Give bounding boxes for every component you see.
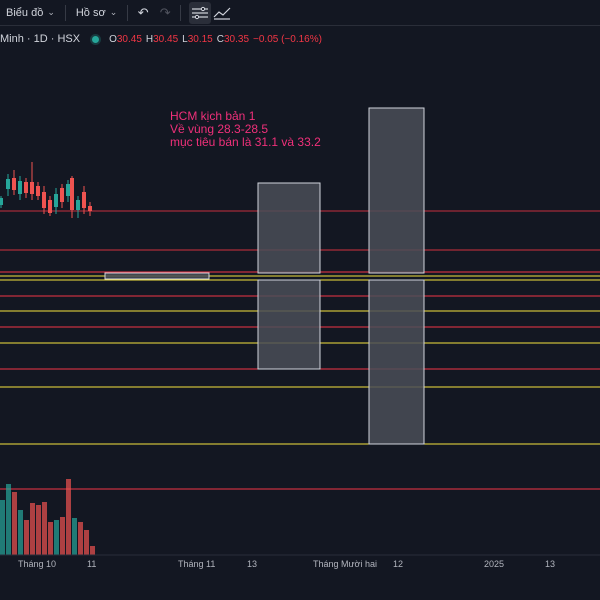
projection-box[interactable] bbox=[257, 182, 321, 274]
projection-box[interactable] bbox=[257, 279, 321, 370]
time-axis-label: Tháng 10 bbox=[18, 559, 57, 569]
projection-box[interactable] bbox=[104, 272, 210, 280]
profile-menu[interactable]: Hồ sơ ⌄ bbox=[70, 2, 123, 24]
open-label: O bbox=[109, 33, 117, 45]
chart-type-menu-label: Biểu đồ bbox=[6, 6, 44, 19]
low-label: L bbox=[182, 33, 188, 45]
undo-icon[interactable]: ↶ bbox=[137, 4, 149, 20]
close-label: C bbox=[216, 33, 224, 45]
volume-bar[interactable] bbox=[72, 518, 77, 555]
volume-bar[interactable] bbox=[12, 492, 17, 555]
volume-series bbox=[0, 479, 95, 555]
candle-body[interactable] bbox=[30, 182, 34, 194]
annotation-line-2: Về vùng 28.3-28.5 bbox=[170, 122, 269, 136]
volume-bar[interactable] bbox=[36, 505, 41, 555]
redo-icon[interactable]: ↷ bbox=[159, 4, 171, 20]
open-value: 30.45 bbox=[116, 33, 142, 45]
horizontal-levels bbox=[0, 210, 600, 490]
volume-bar[interactable] bbox=[42, 502, 47, 555]
volume-bar[interactable] bbox=[48, 522, 53, 555]
candle-body[interactable] bbox=[24, 182, 28, 193]
top-toolbar: Biểu đồ ⌄ Hồ sơ ⌄ ↶ ↷ bbox=[0, 0, 600, 26]
candle-body[interactable] bbox=[48, 200, 52, 213]
candle-body[interactable] bbox=[54, 194, 58, 207]
time-axis-label: 2025 bbox=[484, 559, 505, 569]
projection-box[interactable] bbox=[368, 107, 425, 274]
time-axis-label: Tháng Mười hai bbox=[313, 559, 377, 569]
volume-bar[interactable] bbox=[90, 546, 95, 555]
time-axis-label: 13 bbox=[545, 559, 556, 569]
candle-body[interactable] bbox=[6, 179, 10, 189]
volume-bar[interactable] bbox=[60, 517, 65, 555]
trend-line-icon[interactable] bbox=[211, 2, 233, 24]
profile-menu-label: Hồ sơ bbox=[75, 6, 106, 19]
chart-type-menu[interactable]: Biểu đồ ⌄ bbox=[0, 2, 61, 24]
high-value: 30.45 bbox=[153, 33, 179, 45]
indicator-lines-icon[interactable] bbox=[189, 1, 212, 24]
scenario-annotation[interactable]: HCM kịch bản 1 Về vùng 28.3-28.5 mục tiê… bbox=[170, 110, 321, 149]
candle-body[interactable] bbox=[12, 178, 16, 190]
toolbar-divider bbox=[64, 4, 66, 21]
time-axis-label: 12 bbox=[393, 559, 404, 569]
candle-body[interactable] bbox=[60, 188, 64, 202]
volume-bar[interactable] bbox=[6, 484, 11, 555]
volume-bar[interactable] bbox=[54, 520, 59, 555]
time-axis-label: 13 bbox=[247, 559, 258, 569]
candle-body[interactable] bbox=[36, 186, 40, 196]
low-value: 30.15 bbox=[187, 33, 213, 45]
projection-boxes bbox=[104, 107, 425, 445]
change-value: −0.05 (−0.16%) bbox=[253, 33, 322, 45]
candle-body[interactable] bbox=[76, 200, 80, 210]
symbol-legend: Minh · 1D · HSX O 30.45 H 30.45 L 30.15 C 30… bbox=[0, 31, 322, 47]
candle-body[interactable] bbox=[70, 178, 74, 210]
toolbar-divider bbox=[127, 4, 129, 21]
symbol-title[interactable]: Minh · 1D · HSX bbox=[0, 33, 81, 45]
market-status-icon bbox=[92, 35, 100, 43]
volume-bar[interactable] bbox=[18, 510, 23, 555]
candle-body[interactable] bbox=[88, 206, 92, 211]
projection-box[interactable] bbox=[368, 279, 425, 445]
toolbar-divider bbox=[180, 4, 182, 21]
candle-body[interactable] bbox=[0, 198, 3, 205]
candlestick-series bbox=[0, 162, 92, 218]
high-label: H bbox=[145, 33, 154, 45]
candle-body[interactable] bbox=[66, 184, 70, 196]
chevron-down-icon: ⌄ bbox=[109, 7, 118, 17]
volume-bar[interactable] bbox=[84, 530, 89, 555]
volume-bar[interactable] bbox=[78, 522, 83, 555]
time-axis-label: 11 bbox=[87, 559, 97, 569]
volume-bar[interactable] bbox=[24, 520, 29, 555]
close-value: 30.35 bbox=[223, 33, 250, 45]
chevron-down-icon: ⌄ bbox=[47, 7, 55, 17]
annotation-line-1: HCM kịch bản 1 bbox=[170, 109, 256, 123]
annotation-line-3: mục tiêu bán là 31.1 và 33.2 bbox=[170, 135, 321, 149]
time-axis-label: Tháng 11 bbox=[178, 559, 216, 569]
candle-body[interactable] bbox=[82, 192, 86, 208]
candle-body[interactable] bbox=[42, 192, 46, 208]
volume-bar[interactable] bbox=[30, 503, 35, 555]
volume-bar[interactable] bbox=[0, 500, 5, 555]
candle-body[interactable] bbox=[18, 181, 22, 194]
volume-bar[interactable] bbox=[66, 479, 71, 555]
